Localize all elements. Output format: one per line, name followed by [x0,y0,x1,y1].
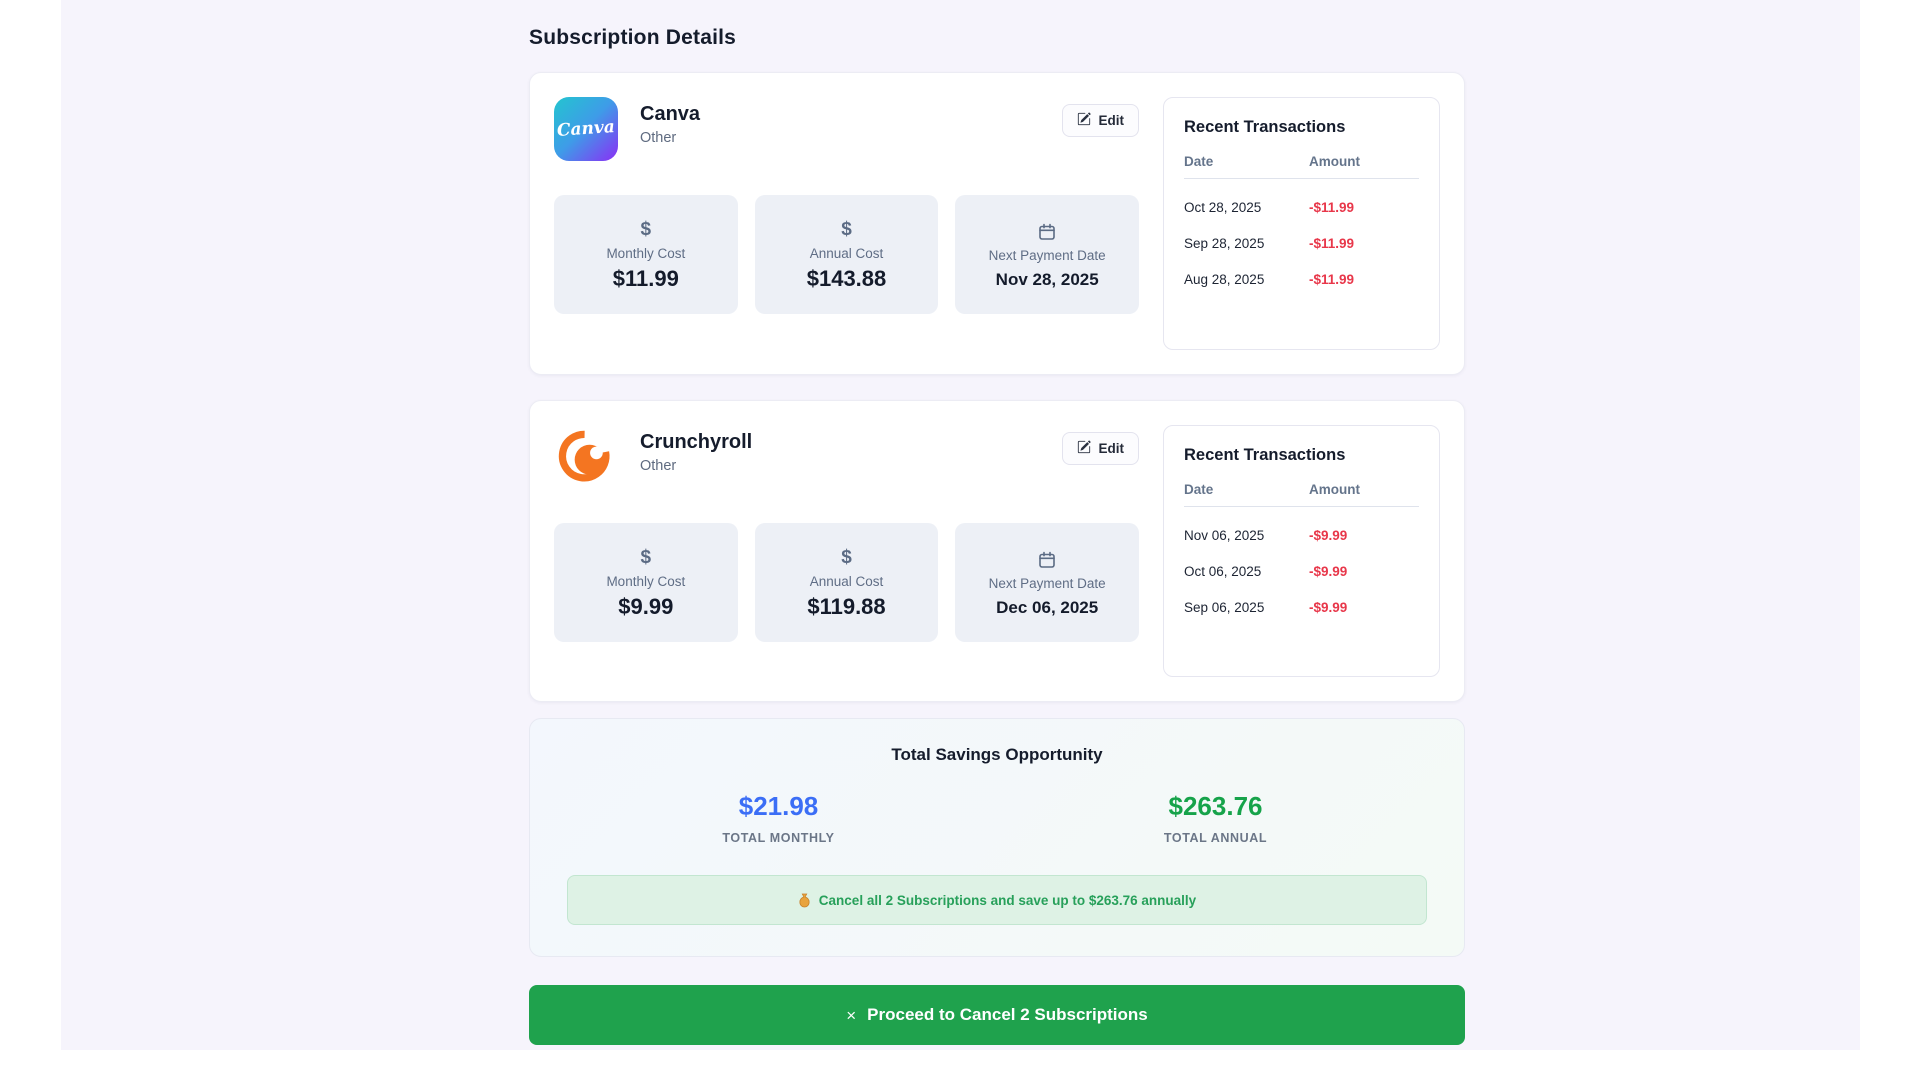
transaction-date: Sep 06, 2025 [1184,600,1265,615]
transaction-amount: -$9.99 [1309,600,1348,615]
subscription-category: Other [640,130,677,146]
subscription-name: Canva [640,103,701,125]
dollar-icon: $ [640,218,652,240]
edit-button[interactable]: Edit [1061,432,1139,465]
stat-label: Annual Cost [809,245,884,261]
proceed-button-label: Proceed to Cancel 2 Subscriptions [867,1005,1148,1024]
edit-button-label: Edit [1098,441,1125,456]
transaction-row: Sep 28, 2025 -$11.99 [1184,236,1419,251]
stat-annual-cost: $ Annual Cost $143.88 [754,195,939,314]
stat-value: $11.99 [612,265,679,291]
total-monthly-value: $21.98 [738,791,819,821]
subscription-header-crunchyroll: Crunchyroll Other Edit [554,425,1139,489]
transaction-amount: -$9.99 [1309,528,1348,543]
edit-button[interactable]: Edit [1061,104,1139,137]
total-monthly-label: TOTAL MONTHLY [722,831,835,845]
transaction-date: Nov 06, 2025 [1184,528,1265,543]
dollar-icon: $ [841,546,852,568]
crunchyroll-logo [554,425,618,489]
dollar-icon: $ [640,546,652,568]
column-header-amount: Amount [1309,154,1360,169]
transaction-date: Oct 28, 2025 [1184,200,1262,215]
stat-annual-cost: $ Annual Cost $119.88 [754,523,939,642]
stat-value: $143.88 [806,265,887,291]
total-annual-block: $263.76 TOTAL ANNUAL [997,791,1434,845]
money-bag-icon [798,893,811,908]
stat-label: Monthly Cost [606,573,686,589]
stat-label: Next Payment Date [988,247,1106,263]
transaction-row: Nov 06, 2025 -$9.99 [1184,528,1419,543]
transaction-row: Oct 28, 2025 -$11.99 [1184,200,1419,215]
stat-label: Next Payment Date [988,575,1106,591]
subscription-header-canva: Canva Canva Other Edit [554,97,1139,161]
stat-value: $119.88 [807,593,886,619]
stat-monthly-cost: $ Monthly Cost $9.99 [554,523,738,642]
edit-icon [1077,440,1091,457]
savings-card: Total Savings Opportunity $21.98 TOTAL M… [529,718,1465,957]
subscription-name: Crunchyroll [640,431,753,453]
transaction-row: Oct 06, 2025 -$9.99 [1184,564,1419,579]
subscription-main-canva: Canva Canva Other Edit $ Monthly Cost [554,97,1140,350]
transaction-amount: -$11.99 [1309,236,1355,251]
transaction-date: Sep 28, 2025 [1184,236,1265,251]
calendar-icon [1037,220,1057,244]
transaction-amount: -$9.99 [1309,564,1348,579]
page-title: Subscription Details [529,26,737,49]
stat-value: Dec 06, 2025 [996,597,1099,617]
close-icon: × [846,1005,857,1025]
canva-logo-text: Canva [556,117,616,141]
subscription-category: Other [640,458,677,474]
column-header-date: Date [1184,154,1214,169]
edit-button-label: Edit [1098,113,1125,128]
total-annual-label: TOTAL ANNUAL [1163,831,1268,845]
subscription-details-content: Subscription Details Canva Canva Other E… [529,0,1465,1045]
subscription-card-crunchyroll: Crunchyroll Other Edit $ Monthly Cost $9… [529,400,1465,702]
transactions-panel: Recent Transactions Date Amount Nov 06, … [1163,425,1440,677]
canva-logo: Canva [554,97,618,161]
column-header-amount: Amount [1309,482,1360,497]
subscription-card-canva: Canva Canva Other Edit $ Monthly Cost [529,72,1465,375]
stat-label: Monthly Cost [606,245,686,261]
transaction-amount: -$11.99 [1309,272,1355,287]
dollar-icon: $ [841,218,852,240]
edit-icon [1077,112,1091,129]
transactions-title: Recent Transactions [1184,118,1346,136]
column-header-date: Date [1184,482,1214,497]
transaction-date: Aug 28, 2025 [1184,272,1265,287]
transaction-amount: -$11.99 [1309,200,1355,215]
subscription-main-crunchyroll: Crunchyroll Other Edit $ Monthly Cost $9… [554,425,1140,677]
stat-monthly-cost: $ Monthly Cost $11.99 [554,195,738,314]
proceed-cancel-button[interactable]: × Proceed to Cancel 2 Subscriptions [529,985,1465,1045]
stat-label: Annual Cost [809,573,884,589]
transaction-date: Oct 06, 2025 [1184,564,1262,579]
total-monthly-block: $21.98 TOTAL MONTHLY [560,791,997,845]
transaction-row: Aug 28, 2025 -$11.99 [1184,272,1419,287]
stat-value: Nov 28, 2025 [995,269,1099,289]
stat-next-payment-date: Next Payment Date Dec 06, 2025 [955,523,1140,642]
transactions-panel: Recent Transactions Date Amount Oct 28, … [1163,97,1440,350]
savings-banner: Cancel all 2 Subscriptions and save up t… [567,875,1427,925]
savings-banner-text: Cancel all 2 Subscriptions and save up t… [818,892,1197,908]
calendar-icon [1037,548,1057,572]
stat-next-payment-date: Next Payment Date Nov 28, 2025 [955,195,1140,314]
stat-value: $9.99 [618,593,674,619]
transaction-row: Sep 06, 2025 -$9.99 [1184,600,1419,615]
transactions-title: Recent Transactions [1184,446,1346,464]
savings-title: Total Savings Opportunity [891,745,1103,764]
total-annual-value: $263.76 [1168,791,1263,821]
